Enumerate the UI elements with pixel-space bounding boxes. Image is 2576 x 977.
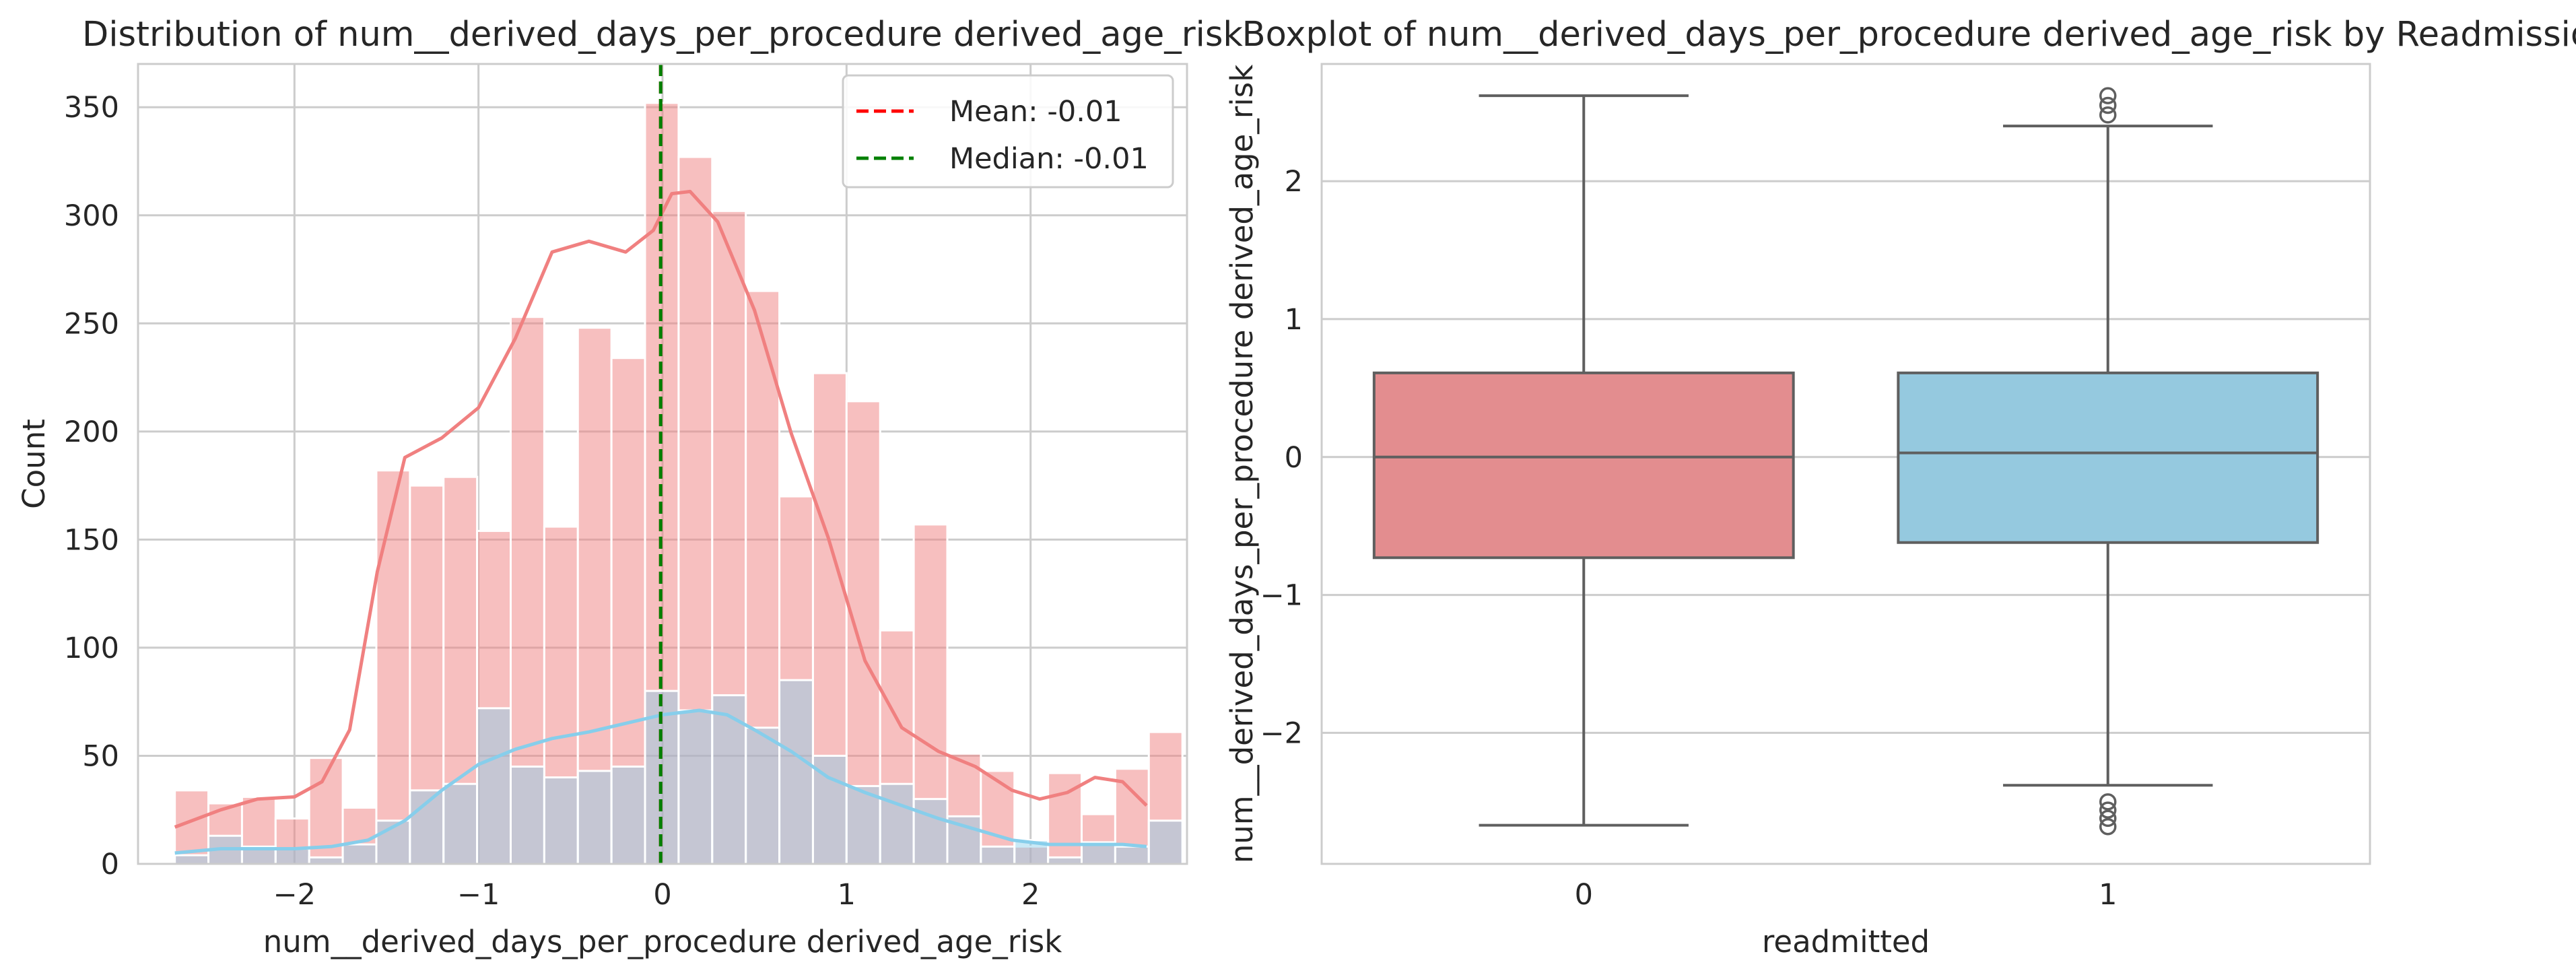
histogram-y-tick-label: 0 [101, 848, 119, 881]
histogram-x-axis-label: num__derived_days_per_procedure derived_… [263, 924, 1062, 959]
boxplot-y-tick-label: −2 [1260, 716, 1303, 750]
histogram-bar [174, 854, 210, 865]
histogram-bar [912, 798, 949, 865]
histogram-bar [442, 782, 479, 865]
histogram-x-tick-label: 2 [1021, 878, 1040, 912]
boxplot-y-tick-label: 0 [1285, 441, 1303, 475]
outlier-point [2099, 809, 2117, 828]
histogram-bar [576, 327, 613, 865]
histogram-bar [543, 776, 579, 865]
box-1 [1897, 87, 2319, 836]
histogram-x-tick-label: −1 [457, 878, 500, 912]
outlier-point [2099, 817, 2117, 836]
boxplot-x-tick-label: 0 [1575, 878, 1593, 912]
histogram-y-tick-label: 300 [64, 199, 119, 233]
histogram-bar [442, 475, 479, 865]
histogram-bar [745, 727, 781, 865]
histogram-y-ticks: 0 50 100 150 200 250 300 350 [64, 91, 119, 881]
histogram-x-ticks: −2 −1 0 1 2 [273, 878, 1040, 912]
histogram-bar [610, 357, 646, 865]
histogram-title: Distribution of num__derived_days_per_pr… [82, 15, 1243, 55]
boxplot-y-tick-label: 2 [1285, 165, 1303, 199]
histogram-bar [476, 707, 512, 865]
histogram-bar [510, 766, 545, 865]
iqr-box [1897, 371, 2319, 544]
histogram-bar [576, 770, 613, 865]
histogram-legend: Mean: -0.01 Median: -0.01 [842, 74, 1174, 189]
histogram-bar [375, 469, 411, 865]
histogram-bar [677, 709, 714, 865]
boxplot-y-ticks: −2 −1 0 1 2 [1260, 165, 1303, 750]
histogram-kde-line [174, 189, 1148, 829]
outlier-point [2099, 96, 2117, 114]
boxplot-y-tick-label: 1 [1285, 303, 1303, 337]
histogram-bar [1147, 731, 1184, 865]
histogram-bar [1081, 813, 1116, 865]
legend-entry-label: Mean: -0.01 [949, 95, 1122, 129]
boxplot-boxes [1372, 87, 2319, 836]
histogram-y-axis-label: Count [16, 419, 52, 509]
histogram-bar [341, 843, 378, 865]
outlier-point [2099, 793, 2117, 811]
histogram-bar [778, 679, 814, 865]
histogram-x-tick-label: 1 [838, 878, 856, 912]
histogram-bar [610, 766, 646, 865]
boxplot-y-axis-label: num__derived_days_per_procedure derived_… [1224, 65, 1260, 864]
histogram-bar [912, 523, 949, 865]
histogram-bar [980, 845, 1016, 865]
histogram-y-tick-label: 50 [82, 739, 119, 773]
histogram-bar [1147, 819, 1184, 865]
box-0 [1372, 94, 1795, 827]
boxplot-frame [1320, 63, 2371, 865]
boxplot-x-tick-label: 1 [2099, 878, 2117, 912]
boxplot-x-axis-label: readmitted [1762, 924, 1930, 959]
histogram-y-tick-label: 250 [64, 307, 119, 341]
histogram-bar [274, 848, 310, 865]
histogram-bar [1114, 845, 1150, 865]
histogram-x-tick-label: 0 [653, 878, 671, 912]
histogram-kde-line [174, 708, 1147, 855]
histogram-bar [711, 209, 747, 865]
legend-box [842, 74, 1174, 189]
boxplot-y-tick-label: −1 [1260, 579, 1303, 613]
iqr-box [1372, 371, 1795, 560]
histogram-bar [745, 290, 781, 865]
outlier-point [2099, 87, 2117, 104]
histogram-bar [879, 782, 915, 865]
histogram-frame [137, 63, 1188, 865]
histogram-y-tick-label: 100 [64, 632, 119, 665]
boxplot-title: Boxplot of num__derived_days_per_procedu… [1242, 15, 2576, 55]
legend-entry-label: Median: -0.01 [949, 142, 1149, 176]
outlier-point [2099, 106, 2117, 124]
histogram-y-tick-label: 200 [64, 415, 119, 449]
histogram-y-tick-label: 150 [64, 523, 119, 557]
histogram-bar [510, 316, 545, 865]
histogram-chart: −2 −1 0 1 2 0 50 100 150 200 250 300 350 Mean: -0.0… [16, 63, 1188, 959]
histogram-x-tick-label: −2 [273, 878, 316, 912]
histogram-bar [1013, 839, 1050, 865]
histogram-bar [677, 156, 714, 865]
histogram-kde-lines [174, 189, 1148, 855]
outlier-point [2099, 801, 2117, 819]
histogram-y-tick-label: 350 [64, 91, 119, 125]
